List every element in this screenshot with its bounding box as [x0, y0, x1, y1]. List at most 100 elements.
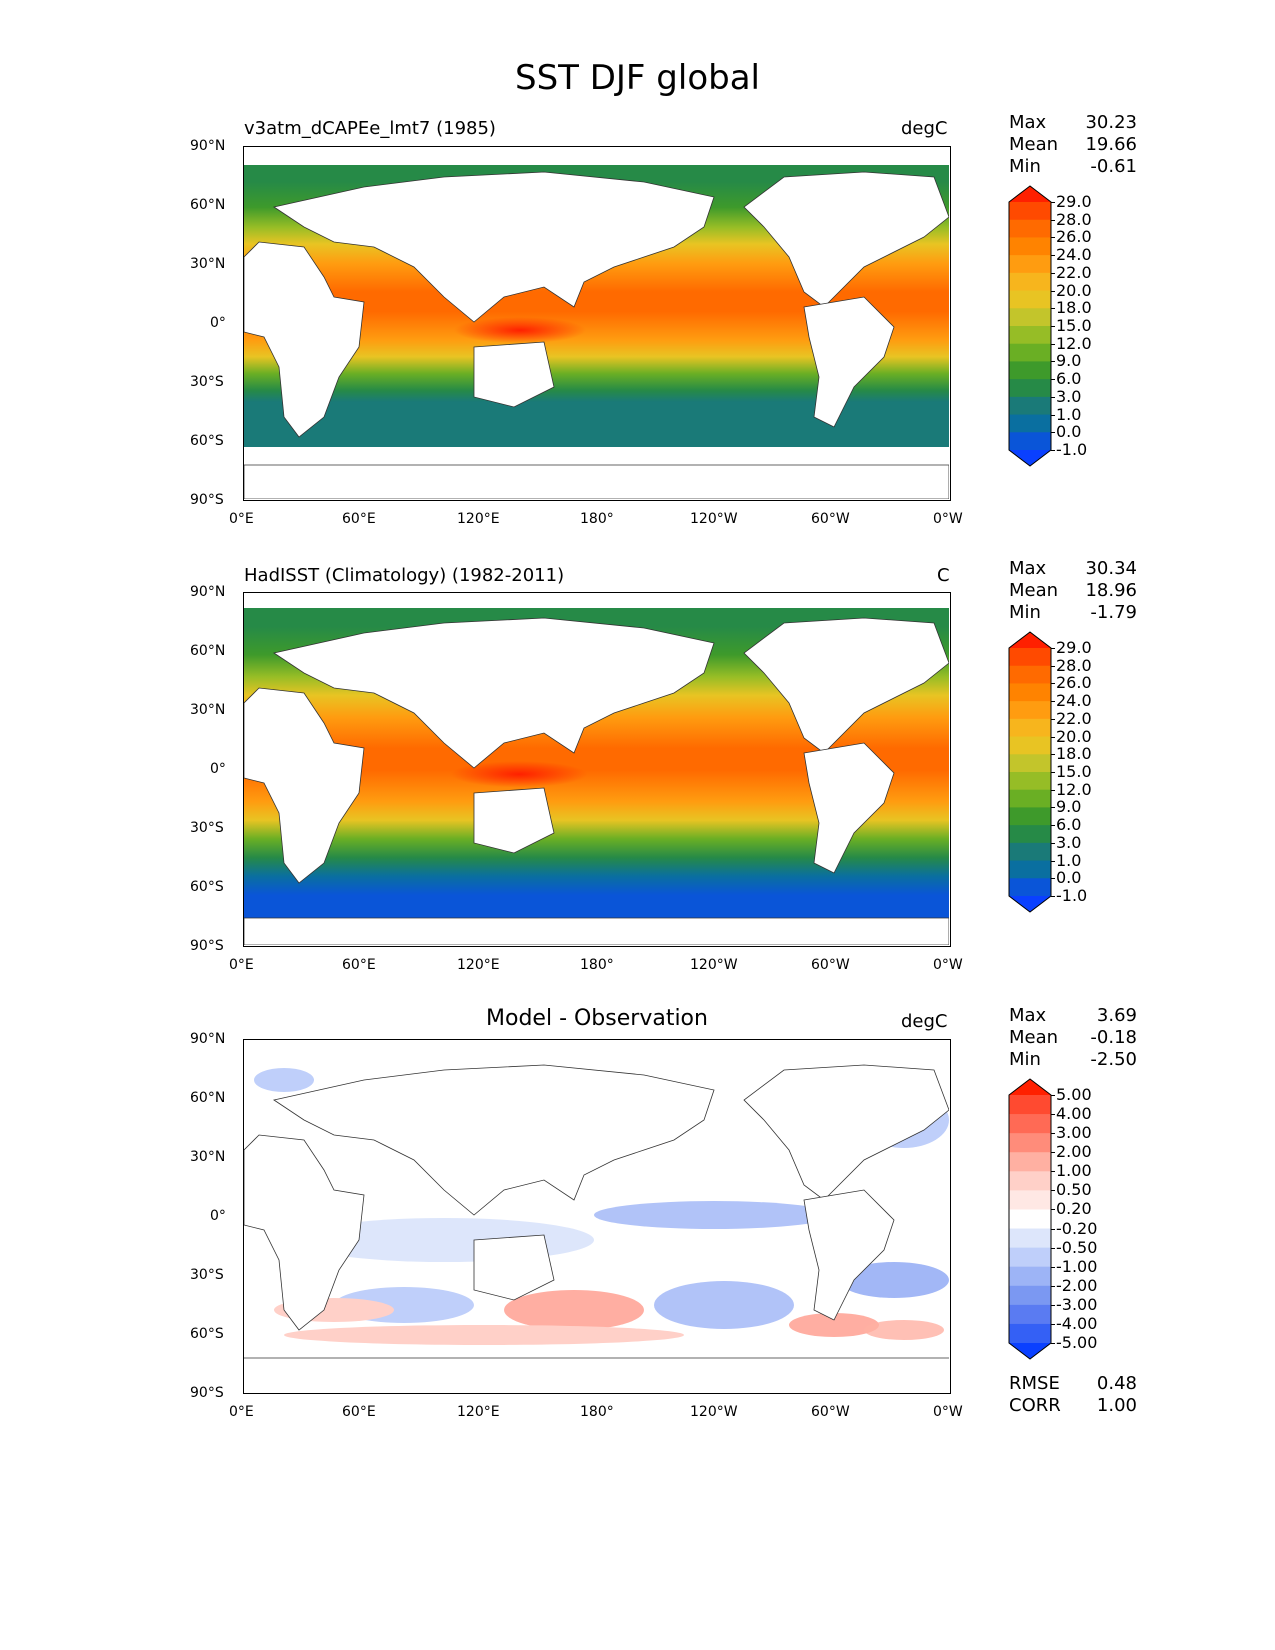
- colorbar-tick-label: 4.00: [1056, 1104, 1092, 1124]
- panel2-max-value: 30.34: [1085, 558, 1137, 579]
- colorbar-tick-mark: [1051, 878, 1055, 880]
- colorbar-top-extension: [1009, 632, 1051, 648]
- colorbar-top-extension: [1009, 186, 1051, 202]
- colorbar-tick-label: 0.0: [1056, 868, 1082, 888]
- colorbar-segment: [1009, 1228, 1051, 1249]
- panel3-lon-label-60e: 60°E: [342, 1404, 376, 1420]
- colorbar-tick-label: 12.0: [1056, 333, 1092, 353]
- colorbar-segment: [1009, 272, 1051, 292]
- panel2-continents: [244, 617, 949, 945]
- colorbar-segment: [1009, 772, 1051, 791]
- panel2-units-label: C: [937, 565, 950, 586]
- panel2-lon-label-0w: 0°W: [933, 957, 963, 973]
- colorbar-tick-label: 5.00: [1056, 1085, 1092, 1104]
- panel2-map: [243, 592, 951, 947]
- panel1-dataset-label: v3atm_dCAPEe_lmt7 (1985): [244, 118, 496, 139]
- colorbar-tick-label: 2.00: [1056, 1142, 1092, 1162]
- colorbar-tick-mark: [1051, 326, 1055, 327]
- panel3-corr-label: CORR: [1009, 1395, 1061, 1416]
- colorbar-svg: [1008, 1078, 1052, 1360]
- colorbar-tick-mark: [1051, 219, 1055, 221]
- panel2-stats: Max 30.34 Mean 18.96 Min -1.79: [1009, 558, 1137, 624]
- colorbar-tick-mark: [1051, 308, 1055, 310]
- colorbar-tick-mark: [1051, 896, 1055, 897]
- panel3-rmse-label: RMSE: [1009, 1373, 1060, 1394]
- colorbar-tick-label: 6.0: [1056, 369, 1082, 389]
- panel1-lat-label-30s: 30°S: [190, 374, 224, 390]
- panel1-lat-label-60n: 60°N: [190, 197, 226, 213]
- colorbar-tick-mark: [1051, 255, 1055, 257]
- panel3-rmse-value: 0.48: [1096, 1373, 1137, 1394]
- colorbar-segment: [1009, 202, 1051, 221]
- colorbar-tick-label: 3.0: [1056, 386, 1082, 406]
- colorbar-segment: [1009, 1190, 1051, 1210]
- panel1-stats: Max 30.23 Mean 19.66 Min -0.61: [1009, 112, 1137, 178]
- colorbar-tick-mark: [1051, 379, 1055, 381]
- colorbar-tick-mark: [1051, 1190, 1055, 1192]
- colorbar-segment: [1009, 789, 1051, 808]
- panel2-mean-value: 18.96: [1085, 580, 1137, 601]
- panel1-max-label: Max: [1009, 112, 1047, 133]
- colorbar-bottom-extension: [1009, 450, 1051, 466]
- panel2-lat-label-90n: 90°N: [190, 584, 226, 600]
- colorbar-segment: [1009, 432, 1051, 451]
- panel3-lon-label-120w: 120°W: [690, 1404, 738, 1420]
- colorbar-segment: [1009, 1323, 1051, 1344]
- panel3-lon-label-180: 180°: [580, 1404, 614, 1420]
- colorbar-tick-label: 20.0: [1056, 726, 1092, 746]
- colorbar-segment: [1009, 665, 1051, 684]
- colorbar-tick-label: -1.00: [1056, 1256, 1098, 1276]
- colorbar-segment: [1009, 807, 1051, 826]
- colorbar-tick-label: 18.0: [1056, 744, 1092, 764]
- panel2-lon-label-0e: 0°E: [229, 957, 254, 973]
- colorbar-tick-mark: [1051, 754, 1055, 756]
- panel1-map-svg: [244, 165, 949, 499]
- colorbar-tick-mark: [1051, 1114, 1055, 1116]
- colorbar-tick-label: 22.0: [1056, 262, 1092, 282]
- colorbar-tick-label: 6.0: [1056, 815, 1082, 835]
- colorbar-tick-mark: [1051, 1152, 1055, 1154]
- colorbar-tick-mark: [1051, 1228, 1055, 1230]
- panel2-lon-label-120e: 120°E: [457, 957, 500, 973]
- colorbar-tick-label: 28.0: [1056, 655, 1092, 675]
- colorbar-tick-mark: [1051, 343, 1055, 345]
- colorbar-segment: [1009, 1304, 1051, 1325]
- colorbar-segment: [1009, 1152, 1051, 1172]
- colorbar-tick-label: 1.00: [1056, 1161, 1092, 1181]
- panel3-corr-value: 1.00: [1096, 1395, 1137, 1416]
- panel3-max-label: Max: [1009, 1005, 1047, 1026]
- colorbar-tick-label: 3.0: [1056, 832, 1082, 852]
- colorbar-tick-mark: [1051, 1171, 1055, 1173]
- colorbar-segment: [1009, 683, 1051, 702]
- panel1-lon-label-0e: 0°E: [229, 511, 254, 527]
- panel2-lat-label-90s: 90°S: [190, 938, 224, 954]
- panel1-lon-label-180: 180°: [580, 511, 614, 527]
- panel3-lat-label-eq: 0°: [210, 1208, 226, 1224]
- panel1-lon-label-120w: 120°W: [690, 511, 738, 527]
- colorbar-segment: [1009, 1247, 1051, 1268]
- colorbar-tick-mark: [1051, 1247, 1055, 1249]
- colorbar-tick-mark: [1051, 1209, 1055, 1211]
- colorbar-segment: [1009, 361, 1051, 380]
- colorbar-tick-label: 9.0: [1056, 797, 1082, 817]
- colorbar-tick-mark: [1051, 825, 1055, 827]
- colorbar-tick-label: 1.0: [1056, 404, 1082, 424]
- colorbar-tick-mark: [1051, 842, 1055, 844]
- colorbar-segment: [1009, 1266, 1051, 1287]
- colorbar-segment: [1009, 343, 1051, 362]
- panel3-coastlines: [244, 1064, 949, 1359]
- colorbar-tick-mark: [1051, 665, 1055, 667]
- colorbar-segment: [1009, 290, 1051, 309]
- panel2-max-label: Max: [1009, 558, 1047, 579]
- panel2-lat-label-30s: 30°S: [190, 820, 224, 836]
- panel3-min-value: -2.50: [1090, 1049, 1137, 1070]
- panel3-stats: Max 3.69 Mean -0.18 Min -2.50: [1009, 1005, 1137, 1071]
- colorbar-segment: [1009, 701, 1051, 720]
- colorbar-tick-label: 20.0: [1056, 280, 1092, 300]
- colorbar-tick-mark: [1051, 202, 1055, 203]
- colorbar-tick-mark: [1051, 237, 1055, 239]
- panel1-lat-label-30n: 30°N: [190, 256, 226, 272]
- colorbar-tick-label: 29.0: [1056, 192, 1092, 211]
- panel3-lon-label-0e: 0°E: [229, 1404, 254, 1420]
- colorbar-tick-label: 24.0: [1056, 691, 1092, 711]
